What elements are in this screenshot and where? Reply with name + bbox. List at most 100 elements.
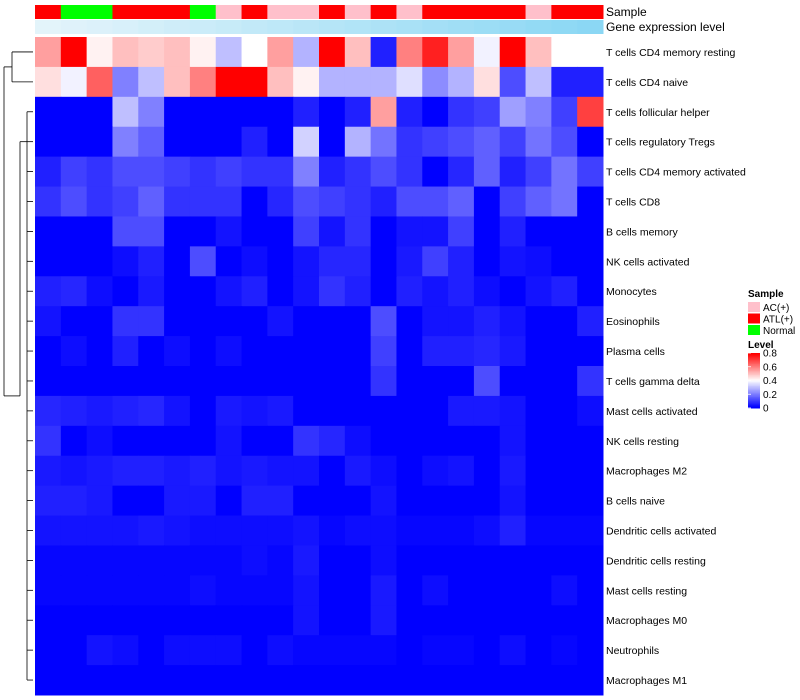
legend-gradient-step (748, 379, 760, 381)
heatmap-cell (60, 66, 88, 98)
heatmap-cell (293, 665, 320, 696)
row-label: Neutrophils (606, 645, 659, 657)
heatmap-cell (448, 575, 475, 606)
heatmap-cell (293, 276, 320, 307)
heatmap-cell (396, 605, 423, 636)
heatmap-cell (370, 186, 397, 217)
heatmap-cell (370, 216, 397, 247)
legend-gradient-step (748, 383, 760, 386)
heatmap-cell (164, 216, 191, 247)
heatmap-cell (293, 126, 320, 158)
heatmap-cell (35, 336, 62, 367)
heatmap-cell (396, 665, 423, 696)
legend-gradient-step (748, 388, 760, 391)
heatmap-cell (448, 66, 475, 98)
heatmap-cell (215, 425, 243, 457)
heatmap-cell (319, 635, 346, 666)
heatmap-cell (241, 635, 268, 666)
legend-tick-label: 0 (763, 404, 769, 415)
heatmap-cell (241, 96, 268, 128)
heatmap-cell (319, 425, 346, 457)
heatmap-cell (473, 545, 501, 576)
heatmap-cell (551, 515, 578, 546)
heatmap-cell (577, 665, 604, 696)
heatmap-cell (422, 575, 449, 606)
heatmap-cell (448, 605, 475, 636)
sample-annotation-cell (577, 5, 604, 19)
heatmap-cell (189, 216, 217, 247)
heatmap-cell (525, 575, 552, 606)
heatmap-cell (422, 515, 449, 546)
heatmap-cell (525, 515, 552, 546)
heatmap-cell (293, 395, 320, 427)
heatmap-cell (189, 96, 217, 128)
heatmap-cell (215, 96, 243, 128)
heatmap-cell (577, 276, 604, 307)
heatmap-cell (499, 635, 527, 666)
heatmap-cell (370, 455, 397, 487)
heatmap-cell (473, 66, 501, 98)
legend-gradient-step (748, 355, 760, 358)
heatmap-cell (215, 395, 243, 427)
legend-gradient-step (748, 390, 760, 392)
heatmap-cell (267, 545, 294, 576)
heatmap-cell (473, 395, 501, 427)
heatmap-cell (344, 455, 372, 487)
heatmap-cell (551, 425, 578, 457)
heatmap-cell (448, 635, 475, 666)
legend-gradient-step (748, 368, 760, 370)
heatmap-cell (189, 66, 217, 98)
heatmap-cell (35, 126, 62, 158)
heatmap-cell (267, 186, 294, 217)
heatmap-cell (35, 276, 62, 307)
heatmap-cell (448, 216, 475, 247)
annotation-title-expression: Gene expression level (606, 20, 725, 34)
heatmap-cell (319, 665, 346, 696)
legend-gradient-step (748, 402, 760, 405)
heatmap-cell (112, 425, 139, 457)
heatmap-cell (551, 96, 578, 128)
row-label: T cells CD8 (606, 197, 660, 209)
heatmap-cell (267, 66, 294, 98)
heatmap-cell (60, 156, 88, 188)
heatmap-cell (499, 276, 527, 307)
heatmap-cell (396, 216, 423, 247)
heatmap-cell (551, 156, 578, 188)
heatmap-cell (551, 485, 578, 517)
heatmap-cell (525, 37, 552, 68)
heatmap-cell (112, 575, 139, 606)
heatmap-cell (551, 66, 578, 98)
heatmap-cell (35, 455, 62, 487)
heatmap-cell (499, 366, 527, 397)
heatmap-cell (86, 216, 113, 247)
heatmap-cell (189, 366, 217, 397)
heatmap-cell (525, 276, 552, 307)
heatmap-cell (525, 395, 552, 427)
heatmap-cell (215, 575, 243, 606)
sample-annotation-cell (525, 5, 552, 19)
heatmap-cell (164, 455, 191, 487)
heatmap-cell (344, 336, 372, 367)
heatmap-cell (293, 246, 320, 277)
heatmap-cell (344, 366, 372, 397)
legend-gradient-step (748, 366, 760, 369)
heatmap-cell (422, 455, 449, 487)
heatmap-cell (35, 395, 62, 427)
heatmap-cell (164, 126, 191, 158)
heatmap-cell (525, 66, 552, 98)
heatmap-cell (396, 246, 423, 277)
heatmap-cell (370, 276, 397, 307)
heatmap-cell (344, 605, 372, 636)
heatmap-cell (370, 665, 397, 696)
heatmap-cell (319, 515, 346, 546)
heatmap-cell (525, 485, 552, 517)
heatmap-cell (138, 37, 165, 68)
heatmap-cell (241, 395, 268, 427)
heatmap-cell (35, 96, 62, 128)
sample-annotation-cell (396, 5, 423, 19)
heatmap-cell (473, 216, 501, 247)
row-label: Mast cells activated (606, 406, 698, 418)
heatmap-cell (267, 635, 294, 666)
legend-gradient-step (748, 372, 760, 375)
heatmap-cell (422, 395, 449, 427)
